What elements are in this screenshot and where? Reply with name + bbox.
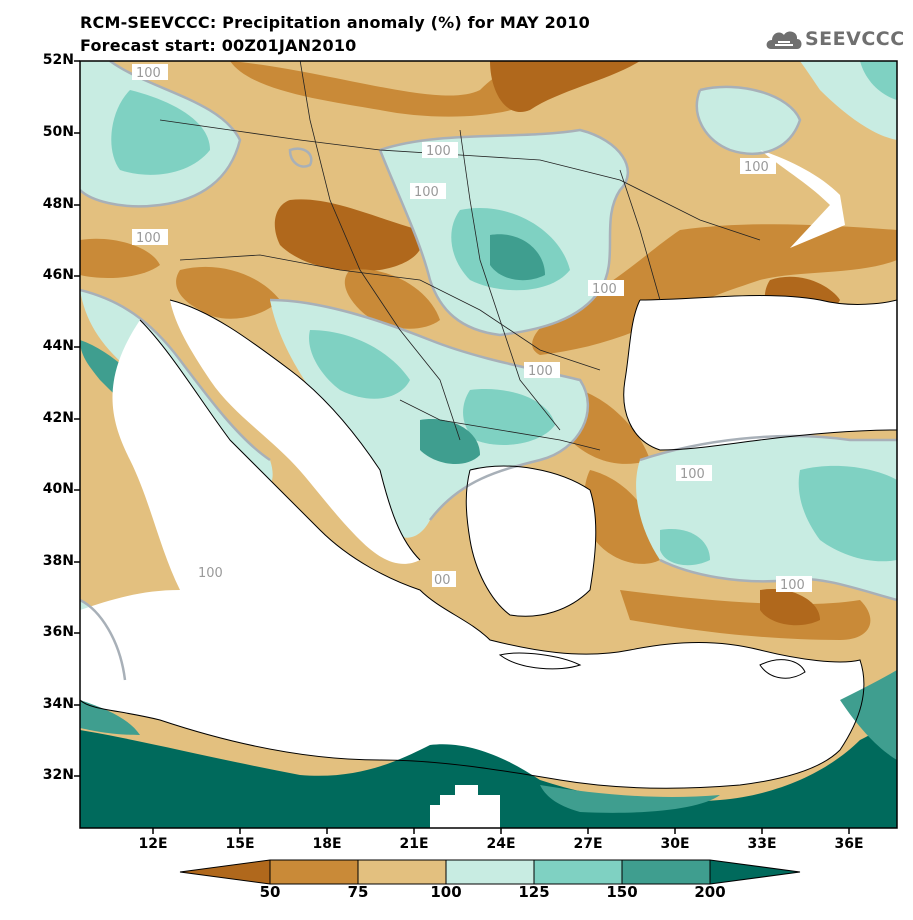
cloud-icon (766, 31, 802, 49)
colorbar-label: 200 (694, 883, 726, 901)
wet-core-east-anatolia (798, 465, 897, 562)
lon-label: 15E (225, 836, 255, 852)
logo-text: SEEVCCC (805, 28, 905, 50)
wet-band-north-africa (80, 700, 897, 828)
lat-label: 48N (42, 196, 74, 212)
lat-label: 38N (42, 553, 74, 569)
lon-label: 33E (747, 836, 777, 852)
lon-label: 12E (138, 836, 168, 852)
lon-label: 21E (399, 836, 429, 852)
dry-patch-west (80, 238, 160, 278)
dry-band-south-turkey (620, 590, 871, 640)
dry-band-ukraine (532, 224, 897, 355)
dry-patch-alps (176, 266, 280, 319)
contour-label: 100 (136, 231, 161, 246)
colorbar-label: 100 (430, 883, 462, 901)
black-sea (623, 295, 897, 450)
mediterranean-sea (80, 320, 864, 789)
driest-patch-poland (490, 61, 640, 112)
colorbar-segment-above-200 (710, 860, 800, 884)
colorbar-label: 150 (606, 883, 638, 901)
wet-core-germany (111, 90, 210, 175)
contour-label: 100 (528, 364, 553, 379)
lon-label: 36E (834, 836, 864, 852)
wet-core-northeast (860, 61, 897, 100)
colorbar-segment-125-150 (534, 860, 622, 884)
wet-edge-levant (840, 670, 897, 760)
lon-label: 30E (660, 836, 690, 852)
wet-area-ukraine-north (696, 86, 800, 154)
seevccc-logo: SEEVCCC (765, 24, 905, 56)
lat-label: 46N (42, 267, 74, 283)
driest-patch-south-turkey (760, 589, 820, 626)
contour-label: 100 (426, 144, 451, 159)
colorbar-segment-150-200 (622, 860, 710, 884)
map-frame (79, 60, 898, 829)
aegean-sea (466, 466, 596, 617)
contour-label: 100 (780, 578, 805, 593)
wet-core-bosnia (309, 330, 410, 399)
colorbar-label: 50 (259, 883, 281, 901)
coastlines (80, 295, 897, 789)
colorbar-segment-100-125 (446, 860, 534, 884)
lon-label: 27E (573, 836, 603, 852)
colorbar-label: 75 (347, 883, 369, 901)
contour-label: 100 (744, 160, 769, 175)
dry-patch-croatia (344, 269, 440, 329)
lat-label: 36N (42, 624, 74, 640)
dry-patch-west-turkey (584, 470, 660, 564)
lon-ticks (152, 828, 850, 834)
map-title: RCM-SEEVCCC: Precipitation anomaly (%) f… (80, 13, 590, 32)
colorbar-label: 125 (518, 883, 550, 901)
adriatic-sea (170, 300, 420, 564)
lon-label: 18E (312, 836, 342, 852)
colorbar-segment-50-75 (270, 860, 358, 884)
lon-label: 24E (486, 836, 516, 852)
lat-label: 42N (42, 410, 74, 426)
wet-peak-macedonia (420, 419, 480, 465)
colorbar (179, 859, 801, 885)
contour-label: 00 (434, 573, 451, 588)
lat-label: 32N (42, 767, 74, 783)
lat-label: 52N (42, 52, 74, 68)
contour-label: 100 (198, 566, 223, 581)
lat-ticks (74, 60, 80, 777)
colorbar-segment-75-100 (358, 860, 446, 884)
wet-peak-romania (490, 234, 545, 281)
wet-core-bulgaria (463, 389, 555, 445)
anomaly-field (80, 61, 897, 828)
dry-patch-north (230, 61, 540, 117)
contour-label: 100 (136, 66, 161, 81)
forecast-start-subtitle: Forecast start: 00Z01JAN2010 (80, 36, 357, 55)
missing-data-streak (760, 150, 845, 248)
contour-label-group: 100 100 100 100 100 100 100 100 100 100 … (132, 64, 812, 593)
driest-patch-hungary (274, 199, 423, 272)
contour-label: 100 (680, 467, 705, 482)
wet-edge-libya (80, 700, 140, 735)
lat-label: 40N (42, 481, 74, 497)
contour-label: 100 (592, 282, 617, 297)
country-borders (159, 61, 761, 451)
wet-core-central-anatolia (660, 529, 710, 566)
wet-edge-egypt (540, 785, 720, 813)
lat-label: 34N (42, 696, 74, 712)
colorbar-segment-below-50 (180, 860, 270, 884)
contour-label: 100 (414, 185, 439, 200)
lat-label: 44N (42, 338, 74, 354)
missing-data-block (430, 785, 500, 828)
lat-label: 50N (42, 124, 74, 140)
